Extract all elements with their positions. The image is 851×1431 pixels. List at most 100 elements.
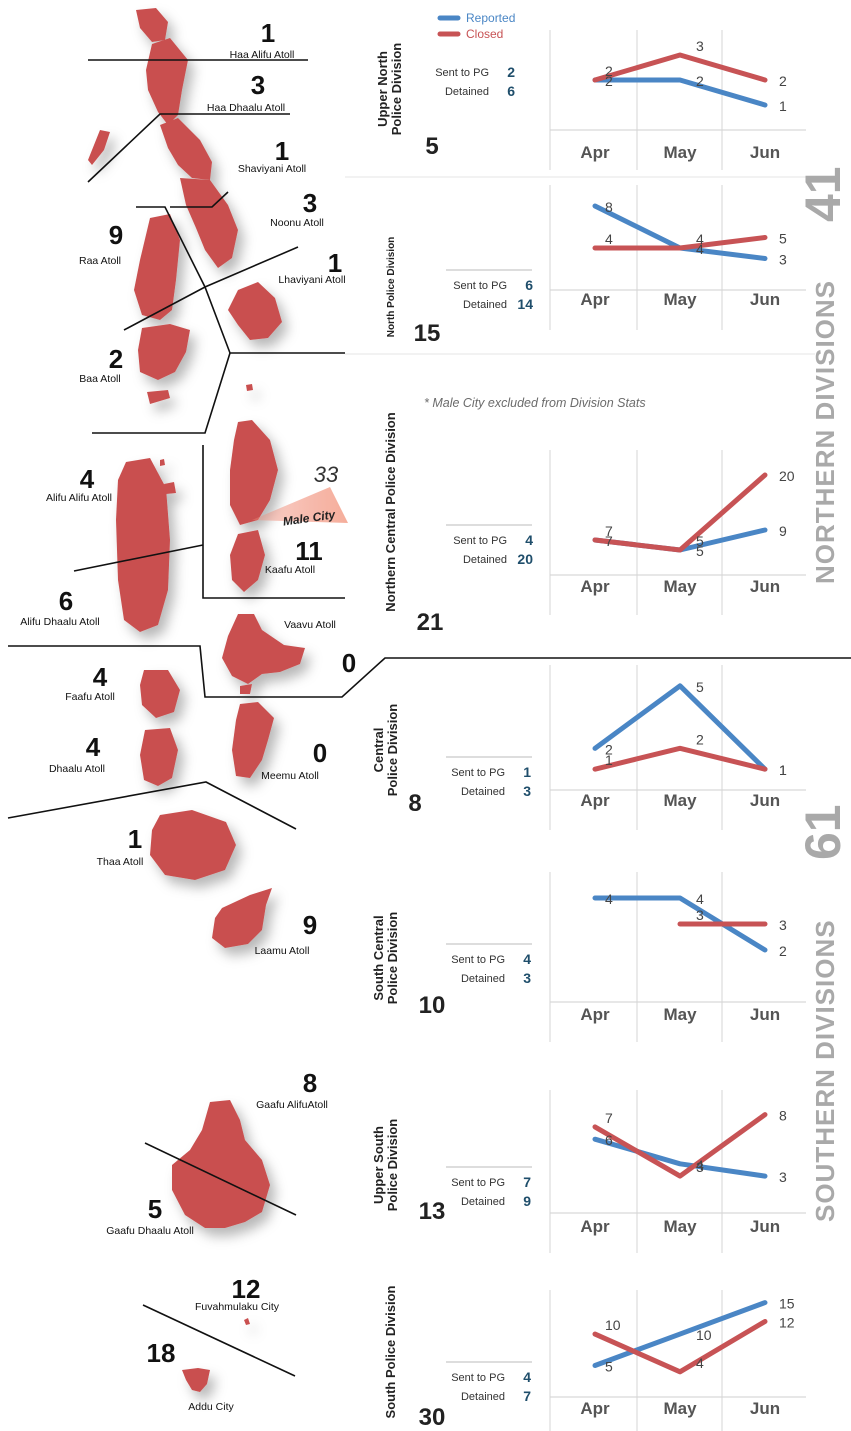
data-label: 2: [779, 943, 787, 959]
tiny-island-3: [164, 482, 176, 494]
sent-to-pg-value: 2: [507, 64, 515, 80]
data-label: 3: [696, 1159, 704, 1175]
data-label: 5: [605, 1359, 613, 1375]
data-label: 2: [696, 73, 704, 89]
thaa-island: [150, 810, 236, 880]
atoll-count: 18: [147, 1338, 176, 1368]
month-label: Jun: [750, 791, 780, 810]
male-city-note: * Male City excluded from Division Stats: [424, 396, 646, 410]
data-label: 7: [605, 533, 613, 549]
atoll-shapes: [88, 8, 305, 1392]
division-total: 10: [419, 992, 446, 1019]
atoll-count: 5: [148, 1194, 162, 1224]
atoll-count: 1: [275, 136, 289, 166]
legend-closed-label: Closed: [466, 27, 503, 41]
data-label: 2: [605, 73, 613, 89]
sent-to-pg-label: Sent to PG: [453, 280, 507, 292]
detained-value: 14: [517, 296, 533, 312]
sent-to-pg-value: 4: [525, 532, 533, 548]
division-total: 8: [408, 790, 421, 817]
data-label: 7: [605, 1110, 613, 1126]
reported-line: [592, 77, 768, 108]
dhaalu-island: [140, 728, 178, 786]
month-label: May: [663, 1217, 697, 1236]
data-label: 8: [779, 1108, 787, 1124]
month-label: Jun: [750, 143, 780, 162]
atoll-name: Vaavu Atoll: [284, 619, 336, 631]
atoll-count: 11: [295, 536, 323, 566]
detained-value: 20: [517, 551, 533, 567]
data-label: 6: [605, 1132, 613, 1148]
closed-line: [592, 1112, 768, 1179]
atoll-name: Addu City: [188, 1401, 234, 1413]
reported-line: [592, 895, 768, 953]
atoll-count: 9: [303, 910, 317, 940]
data-label: 1: [779, 762, 787, 778]
reported-line: [592, 1136, 768, 1179]
month-label: Apr: [580, 143, 610, 162]
meemu-island: [232, 702, 274, 778]
month-label: Apr: [580, 1399, 610, 1418]
sent-to-pg-label: Sent to PG: [453, 535, 507, 547]
data-label: 4: [696, 241, 704, 257]
month-label: May: [663, 1399, 697, 1418]
data-label: 5: [696, 533, 704, 549]
data-label: 5: [779, 231, 787, 247]
data-label: 4: [605, 891, 613, 907]
division-title: CentralPolice Division: [371, 704, 400, 797]
atoll-name: Haa Dhaalu Atoll: [207, 102, 285, 114]
detained-value: 6: [507, 83, 515, 99]
sent-to-pg-value: 6: [525, 277, 533, 293]
month-label: Jun: [750, 577, 780, 596]
atoll-count: 1: [328, 248, 342, 278]
closed-line: [592, 52, 768, 83]
division-panel: Apr May Jun 4 4 2 3 3 South CentralPolice Divisi…: [371, 872, 806, 1042]
detained-label: Detained: [461, 973, 505, 985]
region-north-total: 41: [795, 166, 851, 222]
atoll-name: Thaa Atoll: [97, 856, 144, 868]
month-label: May: [663, 290, 697, 309]
detained-value: 3: [523, 783, 531, 799]
month-label: May: [663, 791, 697, 810]
male-city-wedge: [252, 487, 348, 523]
atoll-count: 8: [303, 1068, 317, 1098]
baa-island: [138, 324, 190, 380]
division-title: Upper SouthPolice Division: [371, 1119, 400, 1212]
addu-island: [182, 1368, 210, 1392]
data-label: 3: [779, 1169, 787, 1185]
atoll-count: 4: [86, 732, 101, 762]
division-total: 13: [419, 1198, 446, 1225]
baa-small-island: [147, 390, 170, 404]
data-label: 4: [696, 891, 704, 907]
month-label: Apr: [580, 791, 610, 810]
division-title: South CentralPolice Division: [371, 912, 400, 1005]
lhaviyani-island: [228, 282, 282, 340]
region-north-label: NORTHERN DIVISIONS: [810, 280, 840, 584]
data-label: 1: [779, 762, 787, 778]
sliver-island: [88, 130, 110, 165]
tiny-island-1: [246, 384, 253, 391]
detained-value: 7: [523, 1388, 531, 1404]
male-city-count: 33: [314, 462, 339, 487]
shaviyani-island: [160, 118, 212, 180]
closed-line: [592, 472, 768, 553]
alifu-island: [116, 458, 170, 632]
division-title: North Police Division: [386, 237, 397, 338]
atoll-name: Noonu Atoll: [270, 217, 324, 229]
data-label: 4: [696, 1157, 704, 1173]
month-label: Jun: [750, 1217, 780, 1236]
detained-label: Detained: [463, 299, 507, 311]
region-south: SOUTHERN DIVISIONS 61: [795, 804, 851, 1222]
atoll-name: Kaafu Atoll: [265, 564, 315, 576]
sent-to-pg-label: Sent to PG: [451, 1372, 505, 1384]
kaafu-south-island: [230, 530, 265, 592]
month-label: Jun: [750, 290, 780, 309]
month-label: Apr: [580, 1217, 610, 1236]
sent-to-pg-label: Sent to PG: [451, 767, 505, 779]
boundary-lines: [7, 59, 851, 1377]
detained-value: 9: [523, 1193, 531, 1209]
atoll-name: Shaviyani Atoll: [238, 163, 306, 175]
